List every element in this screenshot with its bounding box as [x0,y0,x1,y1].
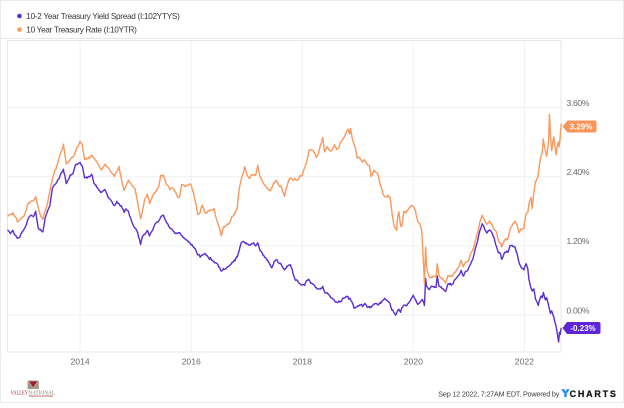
svg-text:2018: 2018 [293,357,312,367]
svg-text:1.20%: 1.20% [567,236,590,246]
svg-text:VALLEY: VALLEY [11,390,29,396]
svg-text:NATIONAL: NATIONAL [28,390,55,396]
svg-text:-0.23%: -0.23% [570,324,595,333]
svg-text:0.00%: 0.00% [567,305,590,315]
svg-text:2020: 2020 [404,357,423,367]
svg-text:Sep 12 2022, 7:27AM EDT. Power: Sep 12 2022, 7:27AM EDT. Powered by [438,389,559,398]
svg-text:3.60%: 3.60% [567,98,590,108]
svg-text:2022: 2022 [515,357,534,367]
svg-text:2016: 2016 [182,357,201,367]
svg-text:FINANCIAL ADVISORS: FINANCIAL ADVISORS [29,395,54,398]
svg-text:2014: 2014 [71,357,90,367]
svg-text:3.29%: 3.29% [570,123,593,132]
svg-text:2.40%: 2.40% [567,167,590,177]
svg-text:10 Year Treasury Rate (I:10YTR: 10 Year Treasury Rate (I:10YTR) [26,26,137,35]
svg-text:10-2 Year Treasury Yield Sprea: 10-2 Year Treasury Yield Spread (I:102YT… [26,12,180,21]
